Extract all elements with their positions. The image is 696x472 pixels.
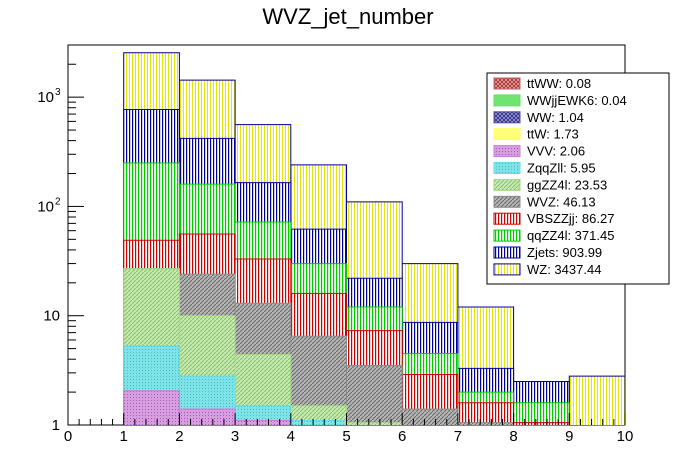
bar-vvv-bin-2 — [179, 409, 236, 425]
legend-swatch-2 — [493, 111, 521, 124]
y-tick-label: 10 — [37, 89, 54, 106]
bar-ggzz4l-bin-5 — [346, 422, 403, 425]
x-tick-label: 4 — [287, 428, 295, 445]
x-tick-label: 3 — [231, 428, 239, 445]
x-tick-label: 8 — [509, 428, 517, 445]
x-tick-label: 0 — [64, 428, 72, 445]
legend-label-1: WWjjEWK6: 0.04 — [527, 93, 627, 108]
legend-label-7: WVZ: 46.13 — [527, 194, 596, 209]
series-outline-ggzz4l — [123, 268, 403, 425]
legend-label-3: ttW: 1.73 — [527, 127, 579, 142]
legend-label-6: ggZZ4l: 23.53 — [527, 177, 607, 192]
legend-swatch-4 — [493, 145, 521, 158]
y-tick-exponent: 3 — [55, 87, 61, 98]
legend-swatch-1 — [493, 94, 521, 107]
y-tick-label: 10 — [43, 308, 60, 325]
x-tick-label: 9 — [565, 428, 573, 445]
legend-swatch-5 — [493, 162, 521, 174]
legend-swatch-7 — [493, 195, 521, 208]
y-tick-exponent: 2 — [55, 196, 61, 207]
legend-label-8: VBSZZjj: 86.27 — [527, 211, 614, 226]
y-tick-label: 10 — [37, 198, 54, 215]
bar-wvz-bin-6 — [402, 409, 458, 425]
legend-swatch-10 — [493, 246, 521, 259]
legend-label-10: Zjets: 903.99 — [527, 245, 602, 260]
bar-vvv-bin-1 — [123, 390, 180, 425]
legend-label-11: WZ: 3437.44 — [527, 262, 601, 277]
legend: ttWW: 0.08 WWjjEWK6: 0.04 WW: 1.04 ttW: 1.7… — [486, 72, 670, 285]
legend-swatch-3 — [493, 128, 521, 141]
x-tick-label: 5 — [342, 428, 350, 445]
legend-label-9: qqZZ4l: 371.45 — [527, 228, 614, 243]
legend-swatch-6 — [493, 178, 521, 191]
bar-zqqzll-bin-4 — [290, 420, 347, 425]
legend-swatch-8 — [493, 212, 521, 225]
legend-swatch-11 — [493, 263, 521, 276]
series-outline-vbszzjj — [123, 233, 570, 425]
x-tick-label: 10 — [617, 428, 634, 445]
legend-label-5: ZqqZll: 5.95 — [527, 161, 596, 176]
legend-swatch-0 — [493, 77, 521, 90]
bar-wvz-bin-5 — [346, 365, 403, 425]
histogram-bars — [123, 52, 626, 426]
series-outline-zjets — [123, 109, 570, 425]
y-tick-label: 1 — [52, 417, 60, 434]
bar-vbszzjj-bin-8 — [513, 422, 570, 425]
legend-swatch-9 — [493, 229, 521, 242]
bar-qqzz4l-bin-8 — [513, 402, 570, 425]
x-axis: 0 1 2 3 4 5 6 7 8 9 10 — [64, 413, 634, 445]
x-tick-label: 2 — [175, 428, 183, 445]
bar-vvv-bin-3 — [235, 420, 291, 425]
bar-wz-bin-9 — [569, 376, 625, 425]
series-outline-zqqzll — [123, 345, 347, 425]
x-tick-label: 1 — [120, 428, 128, 445]
legend-label-4: VVV: 2.06 — [527, 144, 585, 159]
chart-title: WVZ_jet_number — [262, 4, 433, 29]
bar-wvz-bin-7 — [457, 422, 514, 425]
legend-label-2: WW: 1.04 — [527, 110, 584, 125]
x-tick-label: 7 — [454, 428, 462, 445]
bar-vbszzjj-bin-7 — [457, 402, 514, 425]
series-outline-qqzz4l — [123, 162, 570, 425]
x-tick-label: 6 — [398, 428, 406, 445]
legend-label-0: ttWW: 0.08 — [527, 76, 591, 91]
